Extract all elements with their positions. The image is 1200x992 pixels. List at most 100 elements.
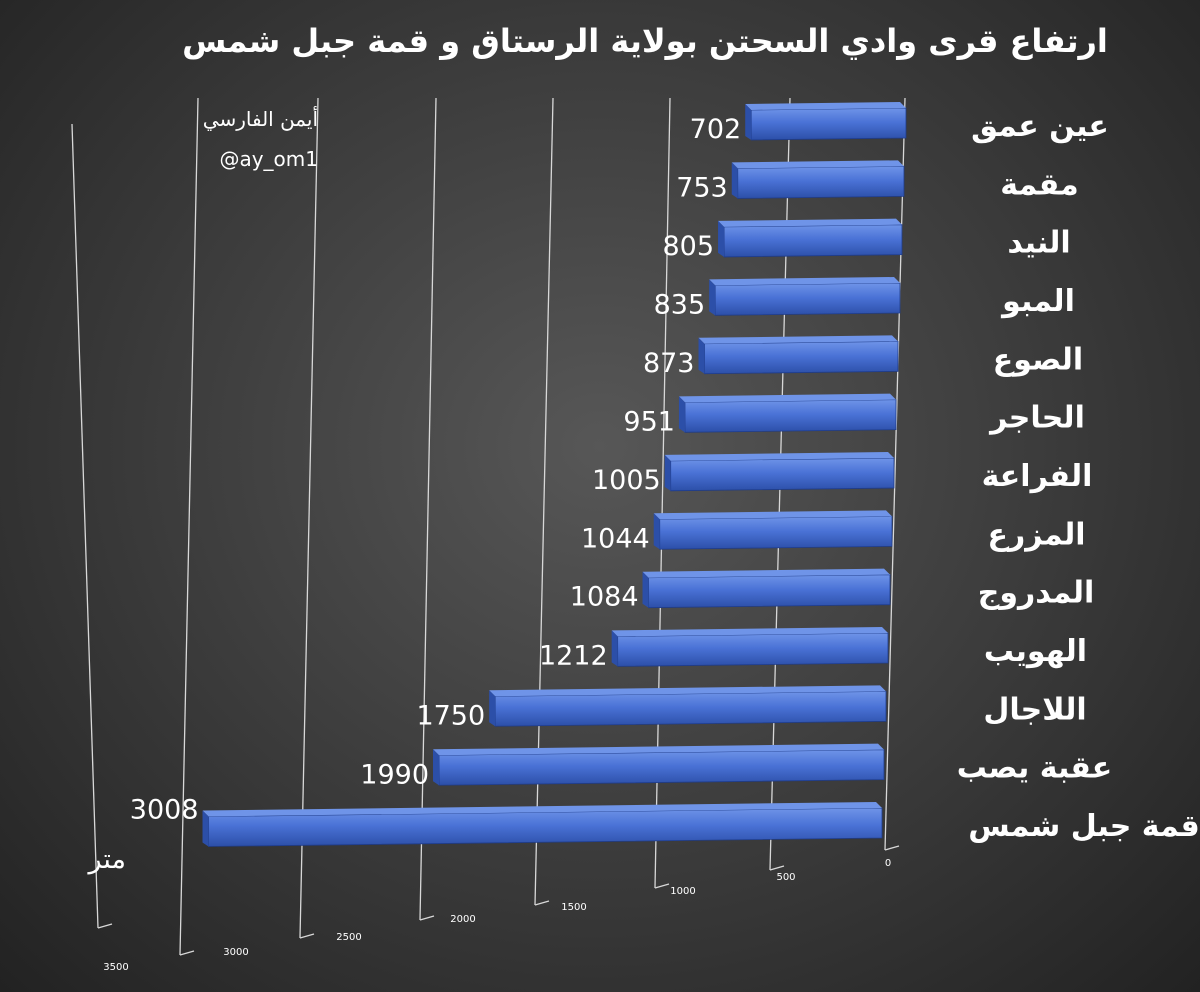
- grid-line: [179, 97, 199, 956]
- category-label: الفراعة: [982, 459, 1093, 494]
- bar: [642, 568, 891, 609]
- bar-top: [489, 685, 886, 697]
- bar-top: [698, 335, 898, 344]
- bar-face: [494, 690, 887, 727]
- grid-line: [71, 123, 99, 929]
- unit-label: متر: [86, 844, 126, 875]
- bar-end: [202, 810, 209, 847]
- x-tick-mark: [534, 900, 550, 906]
- bar-end: [678, 396, 685, 433]
- bar: [745, 102, 907, 141]
- category-label: مقمة: [1000, 167, 1078, 202]
- bar-top: [642, 568, 890, 578]
- x-tick-label: 1500: [561, 902, 586, 913]
- bar-top: [202, 802, 883, 817]
- x-tick-label: 500: [776, 872, 795, 883]
- grid-line: [419, 97, 437, 921]
- value-label: 702: [690, 114, 742, 145]
- value-label: 753: [676, 172, 728, 203]
- grid-line: [884, 97, 906, 851]
- bar-end: [664, 454, 671, 491]
- x-tick-mark: [179, 950, 195, 956]
- value-label: 873: [643, 348, 695, 379]
- value-label: 1084: [570, 582, 639, 613]
- chart-title: ارتفاع قرى وادي السحتن بولاية الرستاق و …: [182, 22, 1108, 60]
- grid-line: [299, 97, 319, 939]
- bar: [433, 743, 885, 786]
- category-label: اللاجال: [983, 692, 1086, 727]
- category-label: عين عمق: [971, 109, 1109, 144]
- category-label: الهويب: [984, 634, 1087, 669]
- bar-face: [714, 282, 901, 316]
- x-tick-mark: [299, 933, 315, 939]
- category-label: المبو: [1000, 284, 1075, 319]
- bar-face: [737, 165, 905, 199]
- bar: [731, 160, 905, 199]
- bar-end: [642, 571, 649, 608]
- x-tick-mark: [419, 915, 435, 921]
- bar-face: [659, 515, 893, 550]
- x-tick-label: 3500: [103, 962, 128, 973]
- bar-top: [678, 393, 896, 403]
- bar-end: [653, 513, 660, 550]
- x-tick-mark: [884, 845, 900, 851]
- bars: [202, 102, 907, 847]
- bar: [709, 277, 901, 316]
- bar-end: [731, 162, 738, 199]
- bar-top: [745, 102, 906, 110]
- bar: [653, 510, 893, 550]
- category-label: الحاجر: [988, 401, 1085, 436]
- bar-end: [698, 337, 705, 374]
- bar-top: [433, 743, 884, 756]
- value-label: 805: [662, 231, 714, 262]
- bar: [698, 335, 899, 375]
- bar-face: [723, 224, 903, 258]
- bar-end: [718, 220, 725, 257]
- x-tick-label: 2000: [450, 914, 475, 925]
- category-label: عقبة يصب: [957, 751, 1113, 786]
- author-handle: @ay_om1: [219, 147, 318, 171]
- bar-end: [709, 279, 716, 316]
- bar-end: [489, 690, 496, 727]
- bar-top: [611, 627, 888, 637]
- value-labels: 702 753 805 835 873 951 1005 1044 1084 1212 1750 19…: [130, 114, 741, 826]
- x-tick-mark: [769, 865, 785, 871]
- bar-top: [709, 277, 900, 286]
- bar-face: [670, 457, 895, 492]
- category-label: قمة جبل شمس: [968, 809, 1200, 844]
- value-label: 951: [623, 406, 675, 437]
- value-label: 1990: [360, 759, 429, 790]
- x-tick-mark: [654, 883, 670, 889]
- value-label: 1212: [539, 640, 608, 671]
- bar-top: [731, 160, 904, 169]
- category-label: المدروج: [978, 576, 1095, 611]
- category-labels: عين عمق مقمة النيد المبو الصوع الحاجر الفراعة ا…: [957, 109, 1200, 844]
- x-tick-mark: [97, 923, 113, 929]
- category-label: النيد: [1007, 226, 1070, 261]
- bar: [664, 452, 895, 492]
- category-label: الصوع: [993, 342, 1083, 377]
- bar: [611, 627, 889, 667]
- bar-end: [433, 749, 440, 786]
- bar: [678, 393, 897, 433]
- x-tick-label: 0: [885, 858, 891, 869]
- bar-face: [750, 107, 907, 141]
- x-tick-label: 3000: [223, 947, 248, 958]
- category-label: المزرع: [987, 517, 1085, 552]
- x-tick-label: 2500: [336, 932, 361, 943]
- value-label: 3008: [130, 794, 199, 825]
- bar: [202, 802, 883, 847]
- bar-face: [704, 340, 899, 375]
- x-tick-label: 1000: [670, 886, 695, 897]
- bar-face: [438, 749, 885, 786]
- bar-end: [745, 103, 752, 140]
- value-label: 835: [654, 289, 706, 320]
- value-label: 1750: [416, 700, 485, 731]
- bar: [489, 685, 887, 727]
- bar-face: [648, 574, 891, 609]
- bar: [718, 218, 903, 258]
- bar-top: [653, 510, 892, 520]
- bar-face: [617, 632, 889, 667]
- value-label: 1044: [581, 523, 650, 554]
